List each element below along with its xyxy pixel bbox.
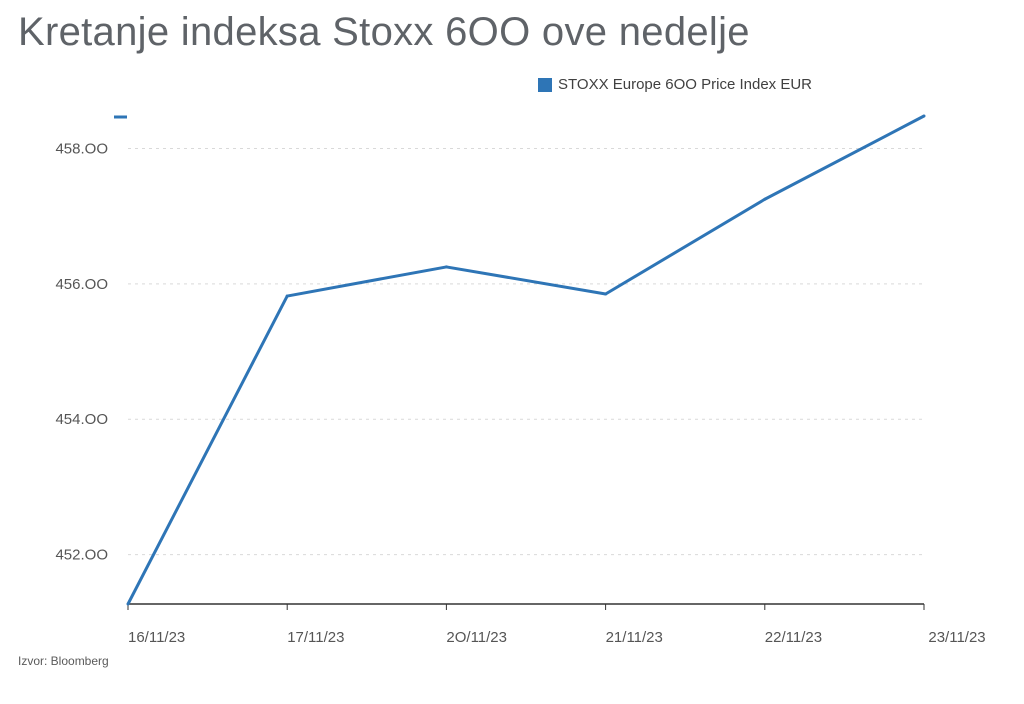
y-tick-label: 456.OO	[55, 276, 108, 293]
legend-swatch	[538, 77, 552, 92]
x-tick-label: 22/11/23	[765, 629, 822, 646]
data-point	[763, 197, 767, 201]
y-tick-label: 458.OO	[55, 140, 108, 157]
data-point	[126, 602, 130, 606]
y-tick-label: 452.OO	[55, 547, 108, 564]
x-tick-label: 21/11/23	[606, 629, 663, 646]
data-point	[922, 114, 926, 118]
x-tick-label: 17/11/23	[287, 629, 344, 646]
legend: STOXX Europe 6OO Price Index EUR	[538, 76, 812, 93]
x-tick-label: 16/11/23	[128, 629, 185, 646]
legend-label: STOXX Europe 6OO Price Index EUR	[558, 76, 812, 93]
data-point	[285, 294, 289, 298]
x-tick-label: 23/11/23	[928, 629, 985, 646]
y-tick-label: 454.OO	[55, 411, 108, 428]
data-point	[444, 265, 448, 269]
chart-title: Kretanje indeksa Stoxx 6OO ove nedelje	[18, 10, 750, 54]
source-note: Izvor: Bloomberg	[18, 654, 109, 668]
data-point	[604, 292, 608, 296]
series-line	[126, 114, 925, 605]
x-tick-label: 2O/11/23	[446, 629, 507, 646]
